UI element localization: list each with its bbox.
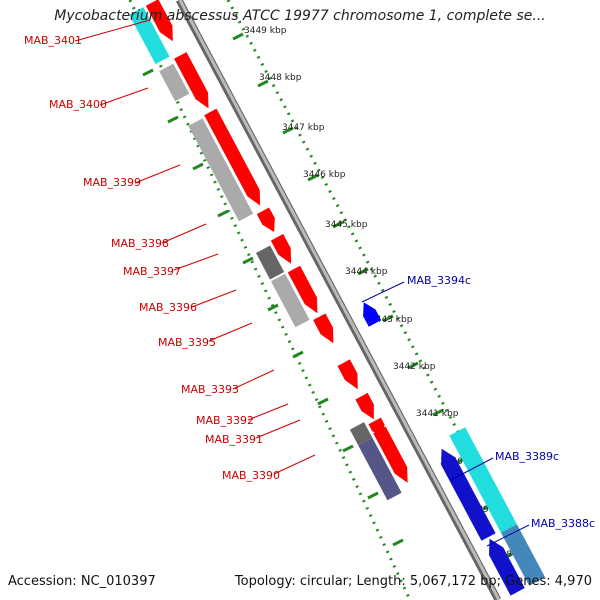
gene-arrow-forward <box>313 313 334 344</box>
gene-arrow-reverse <box>363 302 382 327</box>
kbp-label: 3443 kbp <box>370 315 413 325</box>
gene-label-forward: MAB_3393 <box>181 383 239 396</box>
gene-label-forward: MAB_3400 <box>49 98 107 111</box>
gene-block-steel <box>501 524 546 586</box>
gene-block-grey <box>271 273 310 328</box>
gene-label-forward: MAB_3390 <box>222 469 280 482</box>
gene-label-forward: MAB_3399 <box>83 176 141 189</box>
gene-label-leader <box>273 454 316 475</box>
accession-text: Accession: NC_010397 <box>8 574 156 589</box>
ruler-tick <box>342 444 354 453</box>
gene-block-cyan <box>129 7 170 65</box>
gene-arrow-forward <box>256 207 275 232</box>
ruler-tick <box>217 209 229 218</box>
gene-label-reverse: MAB_3389c <box>495 450 559 463</box>
gene-label-leader <box>134 164 181 184</box>
gene-block-darkgrey <box>256 245 285 280</box>
ruler-tick <box>232 32 244 41</box>
gene-block-darkgrey <box>349 422 373 446</box>
kbp-label: 3438 kbp <box>489 550 532 560</box>
ruler-tick <box>142 68 154 77</box>
gene-label-leader <box>450 457 494 481</box>
ruler-tick <box>432 408 444 417</box>
gene-label-leader <box>255 419 301 439</box>
gene-label-leader <box>232 369 275 390</box>
gene-arrow-forward <box>337 359 358 390</box>
kbp-label: 3440 kbp <box>440 457 483 467</box>
gene-block-grey <box>159 63 190 102</box>
gene-label-reverse: MAB_3394c <box>407 274 471 287</box>
ruler-tick <box>357 267 369 276</box>
gene-arrow-forward <box>145 0 173 42</box>
gene-label-forward: MAB_3395 <box>158 336 216 349</box>
gene-arrow-forward <box>355 392 374 420</box>
ruler-tick <box>317 397 329 406</box>
kbp-label: 3446 kbp <box>303 170 346 180</box>
gene-label-leader <box>173 253 219 271</box>
gene-label-leader <box>161 223 207 244</box>
gene-arrow-forward <box>270 234 292 264</box>
gene-label-forward: MAB_3401 <box>24 34 82 47</box>
kbp-label: 3442 kbp <box>393 362 436 372</box>
ruler-tick <box>332 220 344 229</box>
ruler-tick <box>392 538 404 547</box>
backbone-highlight <box>178 0 501 600</box>
gene-label-forward: MAB_3398 <box>111 237 169 250</box>
kbp-label: 3448 kbp <box>259 73 302 83</box>
gene-block-cyan <box>449 427 517 533</box>
ruler-tick <box>167 115 179 124</box>
ruler-tick <box>292 350 304 359</box>
gene-arrow-reverse <box>489 538 525 596</box>
gene-label-leader <box>486 524 530 547</box>
ruler-tick <box>382 314 394 323</box>
gene-label-reverse: MAB_3388c <box>531 517 595 530</box>
gene-arrow-forward <box>373 426 408 483</box>
ruler-tick <box>192 162 204 171</box>
kbp-label: 3447 kbp <box>282 123 325 133</box>
gene-label-leader <box>361 281 405 303</box>
kbp-label: 3441 kbp <box>416 409 459 419</box>
ruler-tick <box>307 173 319 182</box>
gene-arrow-forward <box>287 265 318 314</box>
gene-label-leader <box>247 403 289 421</box>
gene-label-forward: MAB_3392 <box>196 414 254 427</box>
ruler-tick <box>242 256 254 265</box>
kbp-label: 3439 kbp <box>466 505 509 515</box>
gene-label-forward: MAB_3396 <box>139 301 197 314</box>
gene-label-leader <box>191 289 237 308</box>
gene-block-grey <box>188 118 254 222</box>
topology-text: Topology: circular; Length: 5,067,172 bp… <box>234 574 592 589</box>
gene-arrow-forward <box>174 52 209 109</box>
gene-arrow-reverse <box>441 448 496 541</box>
ruler-tick <box>407 361 419 370</box>
gene-block-slate <box>358 438 402 501</box>
gene-label-leader <box>74 19 151 42</box>
gene-label-forward: MAB_3397 <box>123 265 181 278</box>
gene-arrow-forward <box>204 108 261 206</box>
ruler-tick <box>267 303 279 312</box>
kbp-label: 3444 kbp <box>345 267 388 277</box>
gene-label-leader <box>208 322 253 342</box>
gene-label-leader <box>99 87 149 106</box>
ruler-tick <box>282 126 294 135</box>
ruler-tick <box>257 79 269 88</box>
ruler-tick <box>367 491 379 500</box>
kbp-label: 3445 kbp <box>325 220 368 230</box>
map-title: Mycobacterium abscessus ATCC 19977 chrom… <box>54 8 546 24</box>
gene-label-forward: MAB_3391 <box>205 433 263 446</box>
kbp-label: 3449 kbp <box>244 26 287 36</box>
